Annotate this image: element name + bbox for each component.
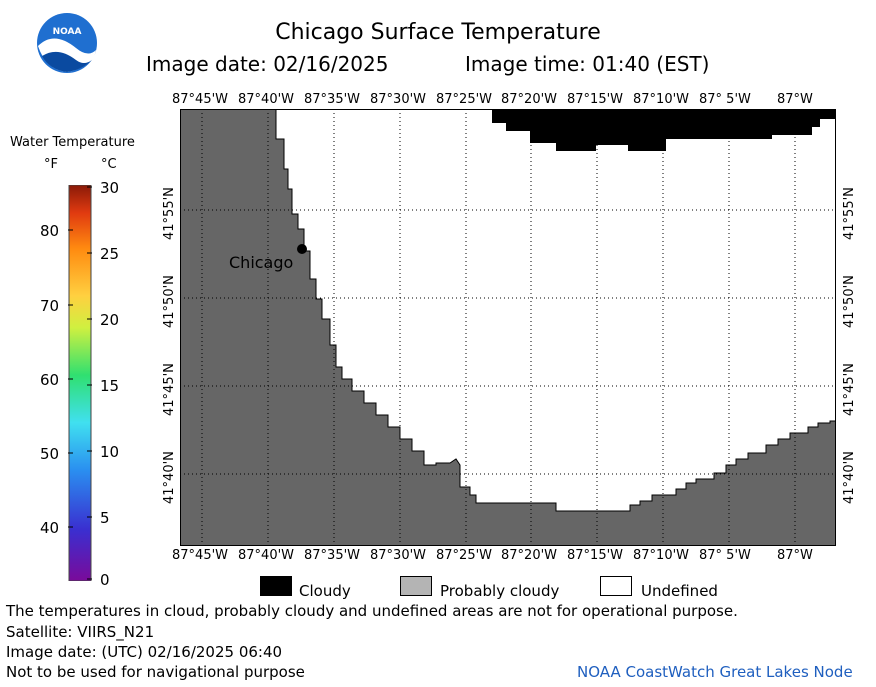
footer-credit: NOAA CoastWatch Great Lakes Node	[577, 663, 853, 681]
lon-label-top: 87°W	[777, 92, 813, 107]
footer-disclaimer: The temperatures in cloud, probably clou…	[6, 602, 738, 620]
image-time-label: Image time: 01:40 (EST)	[465, 52, 710, 76]
graticule	[180, 109, 836, 546]
lat-label-left: 41°55'N	[162, 187, 177, 240]
colorbar-title: Water Temperature	[10, 135, 135, 150]
lon-label-bottom: 87°25'W	[436, 548, 493, 563]
lon-label-top: 87° 5'W	[699, 92, 751, 107]
lon-label-top: 87°40'W	[238, 92, 295, 107]
colorbar-c-tick: 30	[100, 179, 120, 197]
lon-label-bottom: 87°35'W	[304, 548, 361, 563]
lon-label-bottom: 87°30'W	[370, 548, 427, 563]
legend-swatch-probably-cloudy	[400, 576, 432, 596]
colorbar-gradient	[68, 184, 92, 582]
lat-label-right: 41°45'N	[842, 363, 857, 416]
colorbar-c-tick: 20	[100, 311, 120, 329]
lon-label-bottom: 87°40'W	[238, 548, 295, 563]
chicago-marker	[297, 244, 307, 254]
colorbar-unit-c: °C	[101, 157, 117, 172]
lon-label-top: 87°20'W	[501, 92, 558, 107]
footer-satellite: Satellite: VIIRS_N21	[6, 623, 155, 641]
colorbar-f-tick: 80	[40, 222, 60, 240]
colorbar-unit-f: °F	[44, 157, 58, 172]
colorbar-f-tick: 50	[40, 445, 60, 463]
land-area	[179, 108, 837, 547]
lat-label-right: 41°50'N	[842, 275, 857, 328]
map-panel	[179, 108, 837, 547]
lat-label-right: 41°40'N	[842, 451, 857, 504]
lon-label-bottom: 87°15'W	[567, 548, 624, 563]
lon-label-top: 87°15'W	[567, 92, 624, 107]
colorbar	[68, 184, 92, 582]
lon-label-top: 87°10'W	[633, 92, 690, 107]
page-title: Chicago Surface Temperature	[275, 20, 601, 45]
colorbar-c-tick: 5	[100, 509, 110, 527]
lon-label-bottom: 87°45'W	[172, 548, 229, 563]
lon-label-bottom: 87°20'W	[501, 548, 558, 563]
lon-label-top: 87°25'W	[436, 92, 493, 107]
legend-label-undefined: Undefined	[641, 582, 718, 600]
colorbar-f-tick: 40	[40, 519, 60, 537]
lon-label-top: 87°30'W	[370, 92, 427, 107]
colorbar-c-tick: 15	[100, 377, 120, 395]
lon-label-bottom: 87°10'W	[633, 548, 690, 563]
lon-label-top: 87°45'W	[172, 92, 229, 107]
colorbar-c-tick: 10	[100, 443, 120, 461]
city-label-chicago: Chicago	[229, 253, 294, 272]
map-border	[180, 109, 836, 546]
legend-swatch-undefined	[600, 576, 632, 596]
lon-label-bottom: 87°W	[777, 548, 813, 563]
noaa-logo-text: NOAA	[53, 27, 82, 37]
lon-label-top: 87°35'W	[304, 92, 361, 107]
image-date-label: Image date: 02/16/2025	[146, 52, 389, 76]
footer-image-date: Image date: (UTC) 02/16/2025 06:40	[6, 643, 283, 661]
noaa-logo: NOAA	[36, 12, 98, 74]
lon-label-bottom: 87° 5'W	[699, 548, 751, 563]
lat-label-right: 41°55'N	[842, 187, 857, 240]
colorbar-f-tick: 70	[40, 297, 60, 315]
legend-swatch-cloudy	[260, 576, 292, 596]
colorbar-c-tick: 0	[100, 571, 110, 589]
lat-label-left: 41°50'N	[162, 275, 177, 328]
legend-label-probably-cloudy: Probably cloudy	[440, 582, 560, 600]
legend-label-cloudy: Cloudy	[299, 582, 351, 600]
cloud-area	[492, 109, 836, 151]
colorbar-f-tick: 60	[40, 371, 60, 389]
colorbar-c-tick: 25	[100, 245, 120, 263]
lat-label-left: 41°45'N	[162, 363, 177, 416]
lat-label-left: 41°40'N	[162, 451, 177, 504]
footer-navigation-warning: Not to be used for navigational purpose	[6, 663, 305, 681]
